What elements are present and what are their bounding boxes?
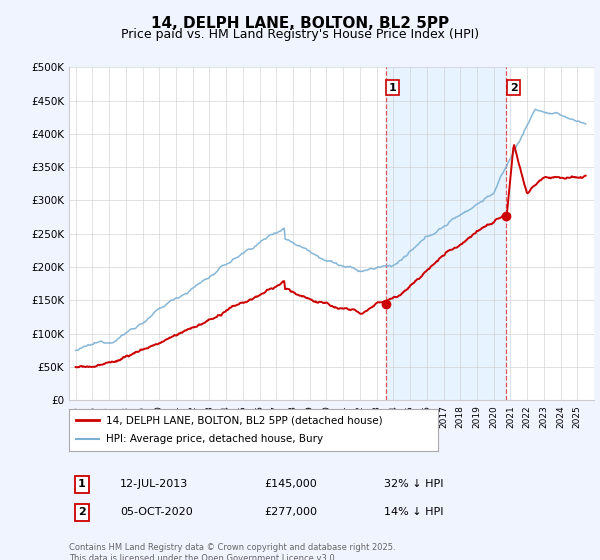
Text: Price paid vs. HM Land Registry's House Price Index (HPI): Price paid vs. HM Land Registry's House … (121, 28, 479, 41)
Text: 14, DELPH LANE, BOLTON, BL2 5PP: 14, DELPH LANE, BOLTON, BL2 5PP (151, 16, 449, 31)
Text: Contains HM Land Registry data © Crown copyright and database right 2025.
This d: Contains HM Land Registry data © Crown c… (69, 543, 395, 560)
Bar (386, 67, 506, 400)
Text: 14% ↓ HPI: 14% ↓ HPI (384, 507, 443, 517)
Text: 2: 2 (78, 507, 86, 517)
Text: 05-OCT-2020: 05-OCT-2020 (120, 507, 193, 517)
Text: 32% ↓ HPI: 32% ↓ HPI (384, 479, 443, 489)
Text: £145,000: £145,000 (264, 479, 317, 489)
Text: 1: 1 (389, 82, 397, 92)
Text: 1: 1 (78, 479, 86, 489)
Text: £277,000: £277,000 (264, 507, 317, 517)
Text: HPI: Average price, detached house, Bury: HPI: Average price, detached house, Bury (106, 435, 323, 445)
Text: 12-JUL-2013: 12-JUL-2013 (120, 479, 188, 489)
Text: 2: 2 (510, 82, 517, 92)
Text: 14, DELPH LANE, BOLTON, BL2 5PP (detached house): 14, DELPH LANE, BOLTON, BL2 5PP (detache… (106, 415, 383, 425)
